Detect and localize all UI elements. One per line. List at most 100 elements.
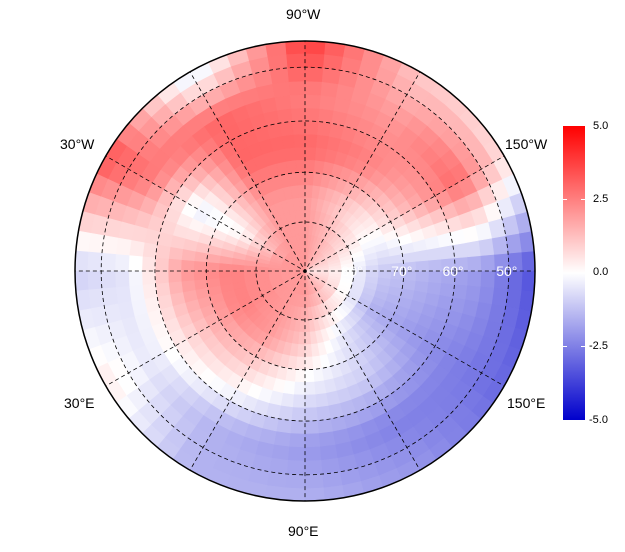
colorbar-label-zero: 0.0 [593, 266, 609, 278]
field-cell [75, 354, 83, 382]
field-cell [478, 428, 506, 457]
colorbar-label: 2.5 [593, 193, 609, 205]
field-cell [266, 471, 288, 489]
field-cell [304, 381, 317, 396]
latitude-label: 50° [496, 263, 517, 279]
field-cell [154, 44, 183, 70]
field-cell [45, 293, 62, 317]
field-cell [237, 14, 262, 33]
field-cell [86, 251, 103, 272]
field-cell [467, 270, 482, 287]
field-cell [304, 107, 320, 122]
field-cell [415, 270, 430, 283]
field-cell [104, 85, 132, 114]
field-cell [271, 444, 290, 461]
field-cell [313, 159, 325, 175]
field-cell [173, 484, 202, 501]
lon-label-150e: 150°E [507, 395, 546, 411]
field-cell [304, 221, 310, 235]
field-cell [193, 260, 207, 272]
field-cell [304, 487, 326, 501]
field-cell [48, 203, 67, 228]
field-cell [45, 226, 62, 250]
field-cell [292, 133, 306, 148]
field-cell [278, 405, 294, 421]
field-cell [415, 259, 430, 272]
field-cell [75, 290, 77, 315]
field-cell [285, 367, 297, 383]
field-cell [230, 264, 245, 272]
field-cell [304, 41, 326, 55]
field-cell [304, 420, 320, 435]
field-cell [304, 120, 319, 135]
field-cell [505, 232, 523, 254]
field-cell [216, 19, 242, 40]
latitude-circle [154, 120, 456, 422]
field-cell [273, 431, 292, 448]
field-cell [480, 270, 496, 288]
field-cell [505, 288, 523, 310]
field-cell [491, 235, 509, 255]
field-cell [269, 67, 289, 85]
field-cell [324, 41, 349, 43]
field-cell [75, 250, 89, 272]
field-cell [304, 446, 322, 462]
field-cell [388, 493, 416, 501]
field-cell [269, 457, 289, 475]
field-cell [243, 265, 257, 272]
field-cell [298, 331, 306, 346]
field-cell [240, 494, 266, 501]
field-cell [285, 473, 306, 490]
field-cell [318, 94, 337, 111]
field-cell [205, 262, 220, 272]
field-cell [324, 499, 349, 501]
field-cell [317, 418, 334, 434]
field-cell [180, 249, 196, 262]
colorbar-label-max: 5.0 [593, 120, 609, 132]
field-cell [348, 509, 373, 528]
field-cell [304, 433, 321, 448]
field-cell [528, 206, 535, 232]
field-cell [128, 270, 143, 287]
field-cell [44, 248, 60, 271]
field-cell [288, 80, 306, 96]
field-cell [299, 319, 306, 333]
field-cell [478, 85, 506, 114]
field-cell [141, 256, 156, 272]
field-cell [154, 472, 183, 498]
field-cell [478, 286, 495, 305]
field-cell [284, 502, 306, 517]
field-cell [237, 509, 262, 528]
field-cell [300, 307, 306, 321]
field-cell [284, 25, 306, 40]
field-cell [276, 418, 293, 434]
field-cell [304, 159, 316, 173]
field-cell [304, 209, 311, 223]
field-cell [154, 257, 169, 272]
field-cell [283, 380, 296, 396]
field-cell [344, 41, 370, 48]
field-cell [136, 56, 165, 83]
field-cell [119, 444, 148, 472]
field-cell [53, 335, 74, 361]
field-cell [304, 407, 319, 422]
field-cell [194, 41, 222, 49]
field-cell [536, 250, 551, 272]
field-cell [90, 411, 117, 440]
field-cell [439, 282, 455, 298]
field-cell [291, 407, 306, 422]
field-cell [467, 255, 482, 272]
field-cell [327, 11, 351, 28]
field-cell [304, 196, 312, 211]
field-cell [75, 310, 82, 336]
field-cell [293, 381, 306, 396]
lon-label-150w: 150°W [505, 136, 548, 152]
field-cell [452, 283, 468, 300]
field-cell [428, 258, 443, 272]
field-cell [527, 354, 535, 382]
field-cell [528, 310, 535, 336]
field-cell [537, 182, 558, 208]
field-cell [59, 271, 74, 293]
field-cell [180, 270, 195, 283]
